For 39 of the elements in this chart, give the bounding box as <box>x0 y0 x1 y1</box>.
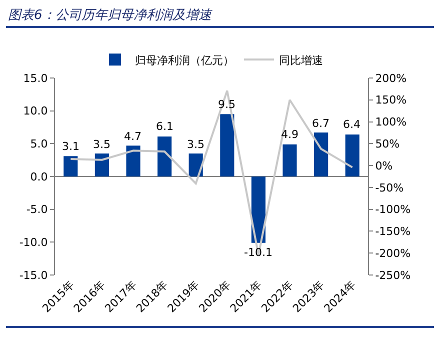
y-tick-label: 0.0 <box>30 170 48 184</box>
bar <box>282 144 297 176</box>
y-tick-label: 10.0 <box>23 104 48 118</box>
y-tick-label: 5.0 <box>30 138 48 151</box>
data-label: 3.5 <box>187 138 204 151</box>
bar <box>158 136 172 176</box>
y2-tick-label: -250% <box>375 268 411 282</box>
data-label: 6.4 <box>343 118 360 131</box>
y-tick-label: -10.0 <box>19 236 48 250</box>
y2-tick-label: 150% <box>375 94 407 107</box>
y-tick-label: -5.0 <box>26 203 48 216</box>
legend-label: 归母净利润（亿元） <box>135 54 234 67</box>
bar <box>64 156 78 176</box>
bar <box>188 154 203 176</box>
data-label: 9.5 <box>218 98 236 111</box>
data-label: 6.1 <box>156 120 174 133</box>
bar <box>345 134 360 176</box>
chart-title: 图表6：公司历年归母净利润及增速 <box>8 7 212 24</box>
y2-tick-label: -50% <box>375 181 404 194</box>
data-label: 3.1 <box>62 140 80 153</box>
data-label: 6.7 <box>312 117 330 130</box>
y2-tick-label: -100% <box>375 203 411 216</box>
y-tick-label: -15.0 <box>19 268 48 282</box>
bar <box>220 114 234 176</box>
y2-tick-label: 50% <box>375 138 400 151</box>
bar <box>314 132 328 176</box>
y-tick-label: 15.0 <box>23 72 48 85</box>
data-label: -10.1 <box>244 246 272 259</box>
y2-tick-label: -200% <box>375 246 411 260</box>
bar <box>94 154 109 176</box>
data-label: 3.5 <box>93 138 110 151</box>
y2-tick-label: 100% <box>375 116 407 129</box>
bar <box>126 146 140 176</box>
data-label: 4.7 <box>124 130 142 143</box>
y2-tick-label: 200% <box>375 72 407 85</box>
data-label: 4.9 <box>281 128 298 141</box>
y2-tick-label: -150% <box>375 225 411 238</box>
legend-label: 同比增速 <box>279 54 323 67</box>
y2-tick-label: 0% <box>375 159 393 172</box>
